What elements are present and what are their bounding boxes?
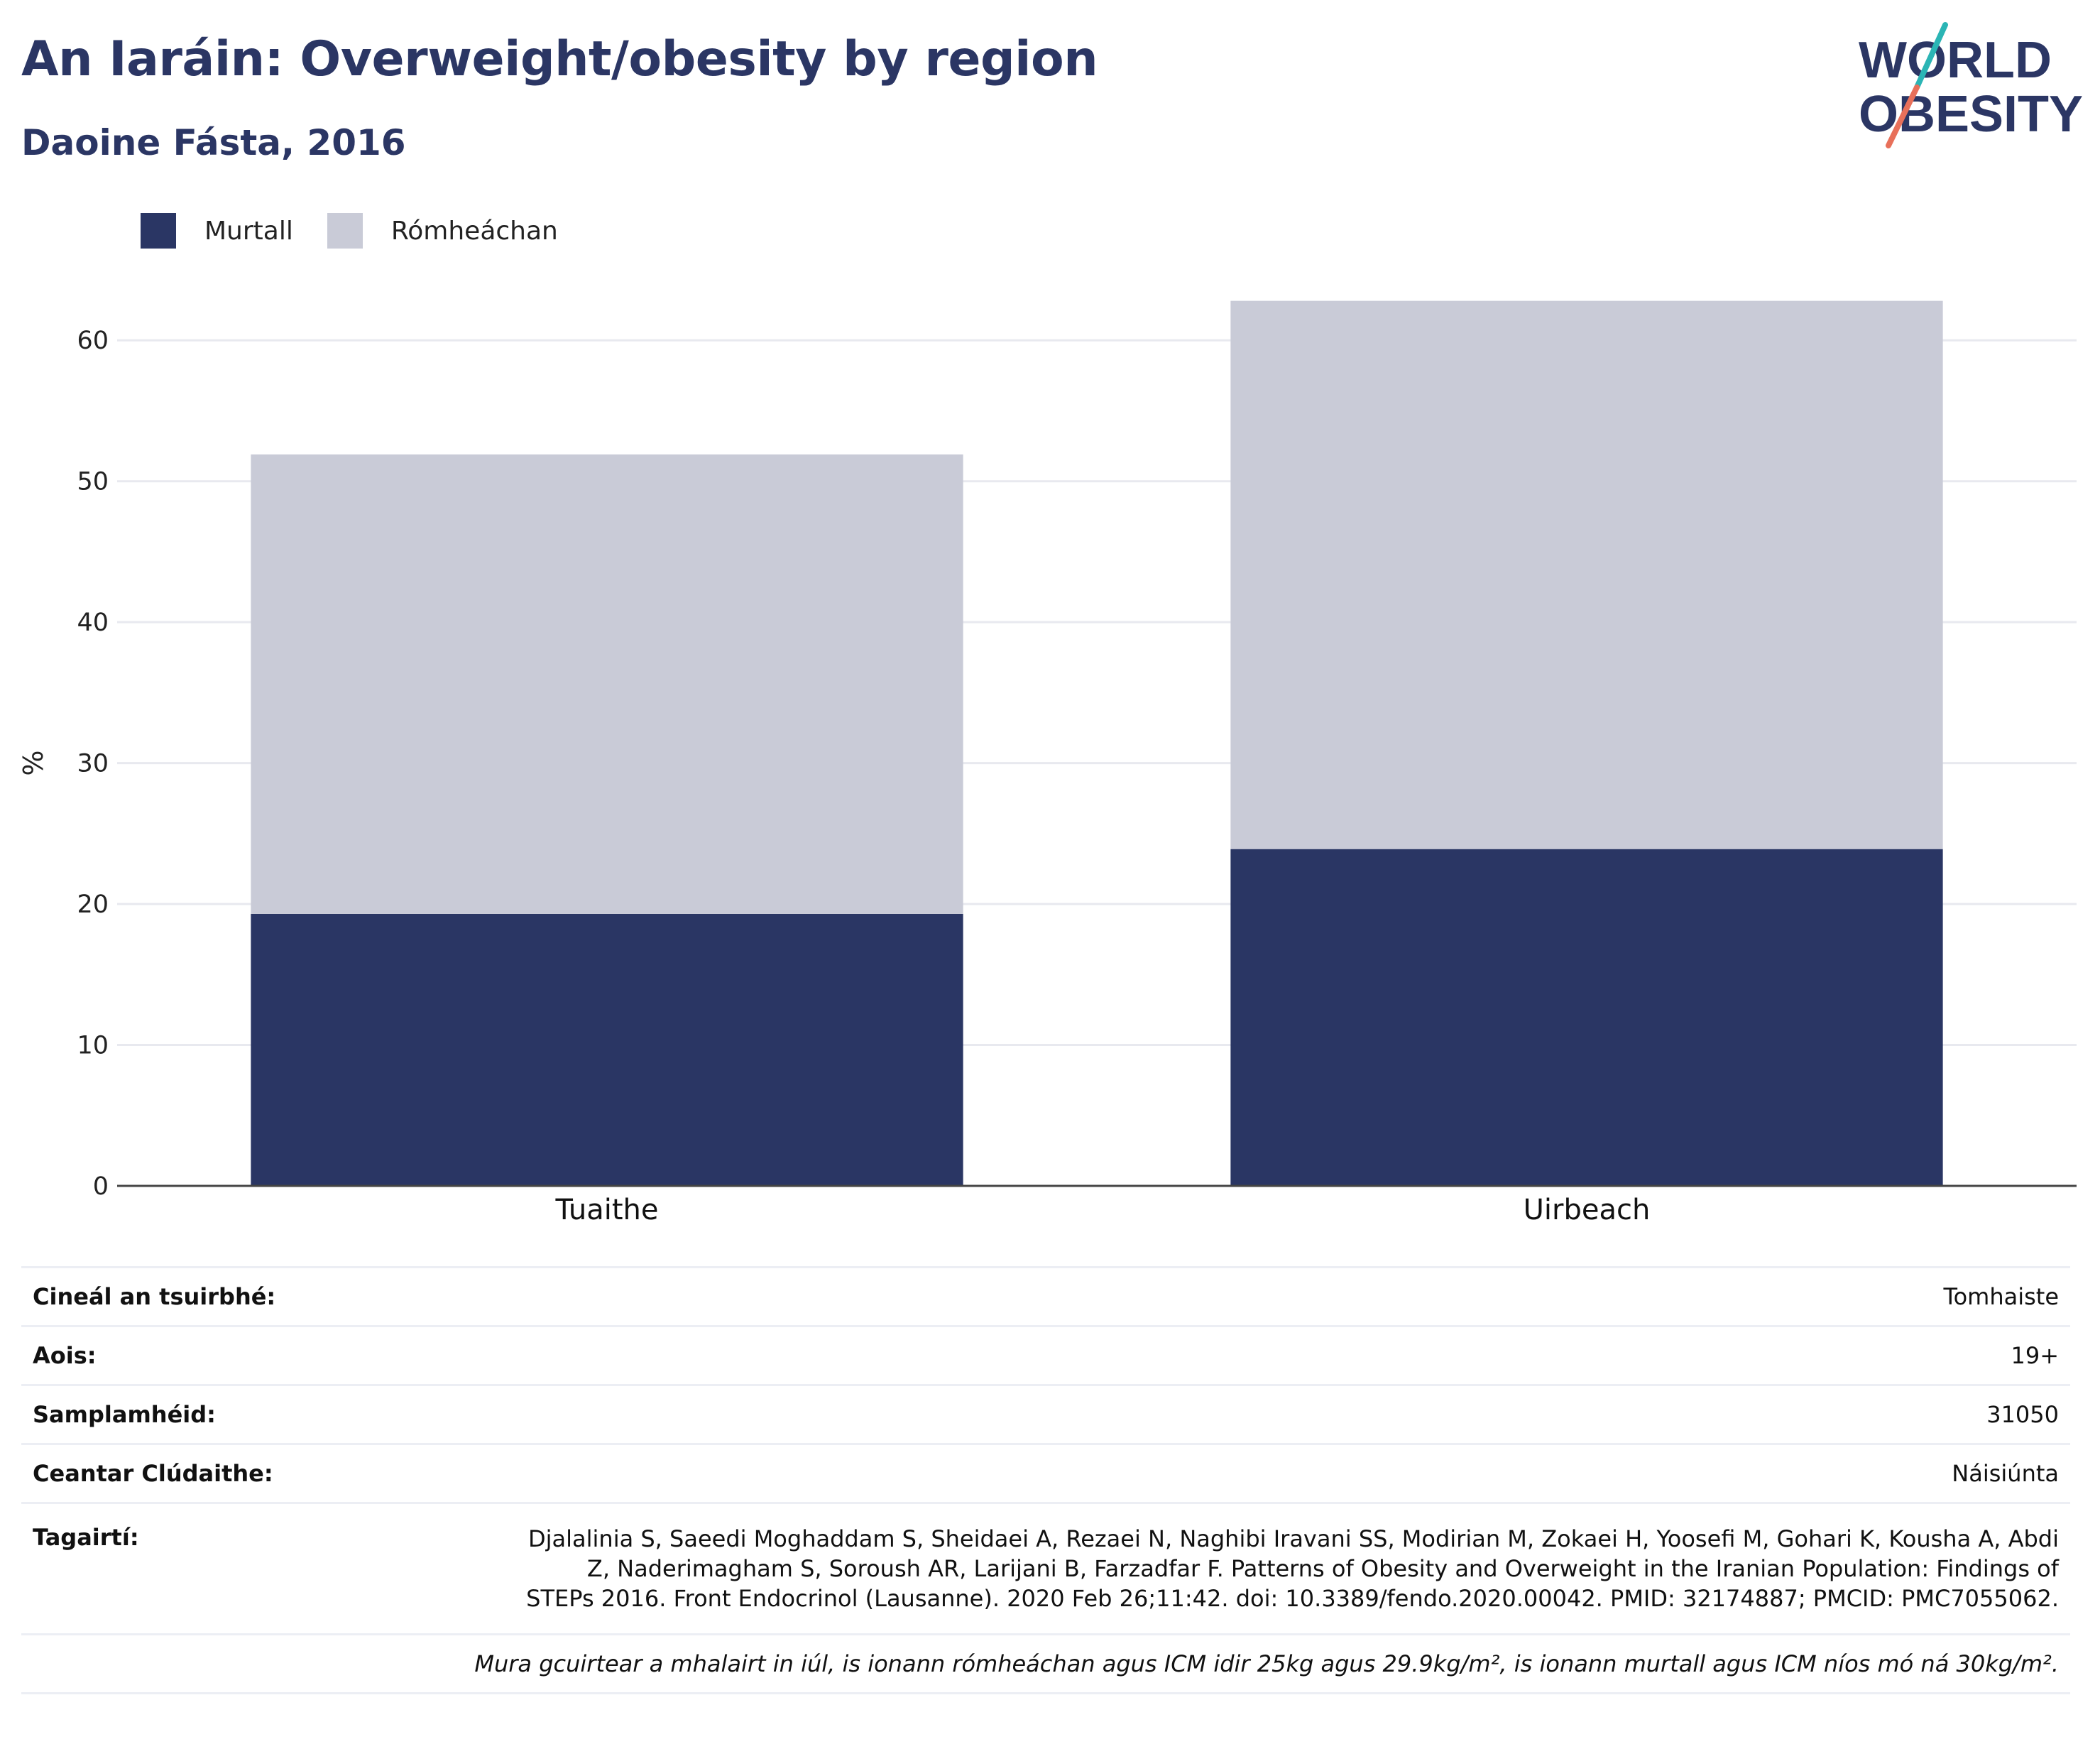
info-label-references: Tagairtí: bbox=[33, 1524, 139, 1551]
info-row-age: Aois: 19+ bbox=[21, 1325, 2070, 1384]
info-value-area-covered: Náisiúnta bbox=[1952, 1460, 2059, 1487]
y-tick-label: 60 bbox=[77, 327, 109, 355]
y-tick-label: 30 bbox=[77, 750, 109, 778]
y-tick-label: 10 bbox=[77, 1032, 109, 1060]
y-tick-label: 0 bbox=[93, 1172, 109, 1201]
info-row-area-covered: Ceantar Clúdaithe: Náisiúnta bbox=[21, 1443, 2070, 1502]
info-row-survey-type: Cineál an tsuirbhé: Tomhaiste bbox=[21, 1266, 2070, 1325]
y-tick-label: 20 bbox=[77, 890, 109, 919]
legend-item-overweight[interactable]: Rómheáchan bbox=[327, 213, 558, 249]
legend-item-obese[interactable]: Murtall bbox=[141, 213, 293, 249]
info-value-sample-size: 31050 bbox=[1986, 1401, 2059, 1428]
y-tick-label: 40 bbox=[77, 609, 109, 637]
info-row-references: Tagairtí: Djalalinia S, Saeedi Moghaddam… bbox=[21, 1502, 2070, 1633]
world-obesity-logo: WORLD OBESITY bbox=[1859, 22, 2083, 148]
survey-info-table: Cineál an tsuirbhé: Tomhaiste Aois: 19+ … bbox=[21, 1266, 2070, 1694]
svg-text:WORLD: WORLD bbox=[1859, 32, 2052, 89]
info-value-age: 19+ bbox=[2011, 1342, 2059, 1369]
chart-subtitle: Daoine Fásta, 2016 bbox=[21, 122, 406, 163]
info-label-area-covered: Ceantar Clúdaithe: bbox=[33, 1460, 273, 1487]
chart-title: An Iaráin: Overweight/obesity by region bbox=[21, 31, 1098, 87]
footnote-definitions: Mura gcuirtear a mhalairt in iúl, is ion… bbox=[21, 1633, 2070, 1694]
info-label-age: Aois: bbox=[33, 1342, 97, 1369]
chart-legend: Murtall Rómheáchan bbox=[141, 209, 592, 252]
info-value-references: Djalalinia S, Saeedi Moghaddam S, Sheida… bbox=[526, 1525, 2059, 1612]
bar-overweight-uirbeach bbox=[1230, 300, 1943, 849]
y-tick-label: 50 bbox=[77, 468, 109, 496]
bar-obese-tuaithe bbox=[251, 913, 963, 1186]
info-value-survey-type: Tomhaiste bbox=[1943, 1283, 2059, 1310]
legend-label-obese: Murtall bbox=[204, 216, 293, 246]
info-label-survey-type: Cineál an tsuirbhé: bbox=[33, 1283, 276, 1310]
bar-chart: 0 10 20 30 40 50 60% Tuaithe Uirbeach bbox=[18, 300, 2077, 1226]
info-row-sample-size: Samplamhéid: 31050 bbox=[21, 1384, 2070, 1443]
bar-obese-uirbeach bbox=[1230, 849, 1943, 1186]
x-tick-label: Uirbeach bbox=[1524, 1194, 1651, 1226]
legend-swatch-obese bbox=[141, 213, 176, 249]
x-tick-label: Tuaithe bbox=[555, 1194, 659, 1226]
legend-swatch-overweight bbox=[327, 213, 363, 249]
y-axis-label: % bbox=[18, 751, 49, 776]
bar-overweight-tuaithe bbox=[251, 454, 963, 914]
info-label-sample-size: Samplamhéid: bbox=[33, 1401, 216, 1428]
legend-label-overweight: Rómheáchan bbox=[390, 216, 558, 246]
